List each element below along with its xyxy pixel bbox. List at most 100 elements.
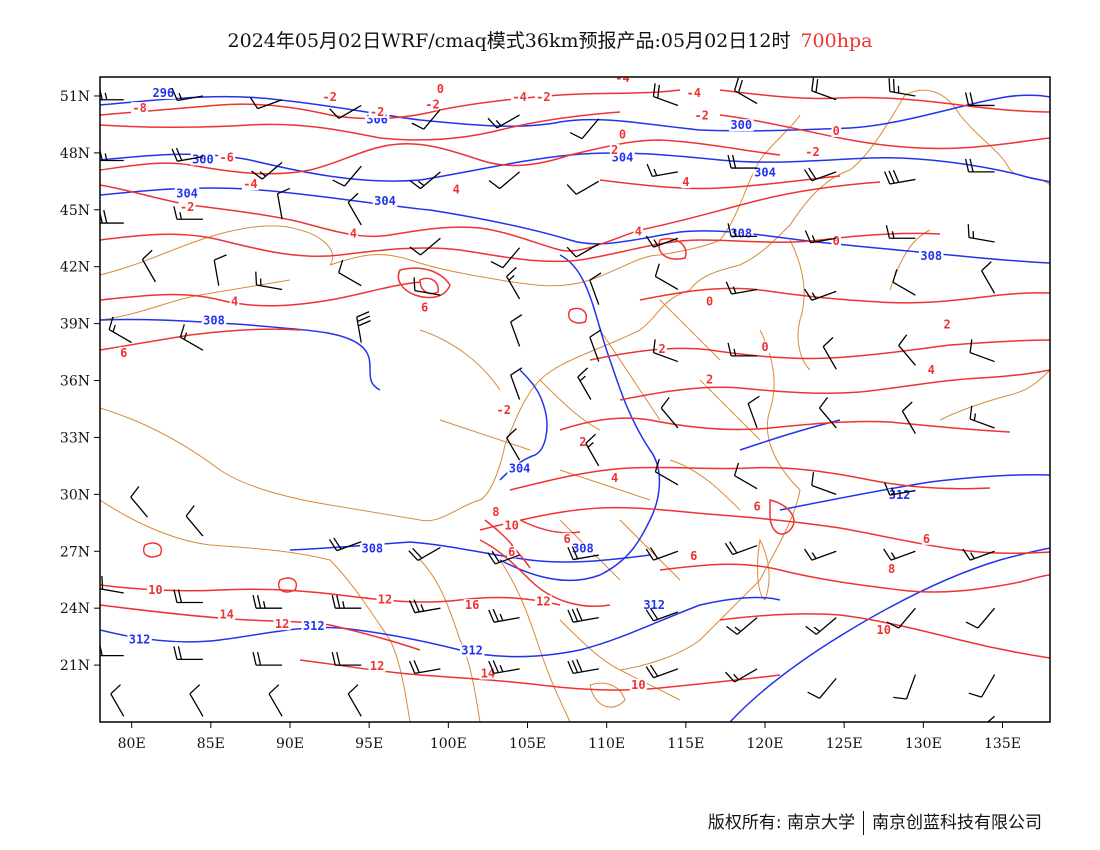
temperature-label-bg	[617, 128, 628, 141]
temperature-label: 2	[943, 317, 950, 331]
wind-barb	[652, 339, 679, 363]
geopotential-label-bg	[641, 599, 667, 612]
taiwan-coast	[757, 538, 770, 601]
wind-barb	[185, 505, 204, 537]
x-tick-label: 90E	[276, 736, 304, 752]
wind-barb	[884, 482, 916, 496]
temperature-label-bg	[321, 90, 339, 103]
wind-barb	[962, 548, 995, 561]
temperature-label-bg	[760, 341, 770, 354]
temperature-label-bg	[146, 584, 164, 596]
wind-barb	[567, 546, 599, 561]
wind-barb	[727, 223, 758, 238]
wind-barb	[510, 367, 523, 400]
temperature-label-bg	[562, 532, 572, 545]
wind-barb	[329, 537, 362, 552]
temperature-label: 10	[504, 519, 518, 533]
japan-coast	[889, 229, 1050, 421]
temperature-label: 0	[437, 82, 444, 96]
wind-barb	[804, 288, 837, 301]
y-tick-label: 45N	[60, 203, 90, 219]
wind-barb	[566, 243, 600, 258]
temperature-label-bg	[685, 86, 703, 99]
temperature-label-bg	[921, 532, 932, 545]
x-tick-label: 125E	[826, 736, 863, 752]
temperature-label: 6	[508, 545, 515, 559]
temperature-label: 0	[619, 128, 626, 142]
geopotential-label-bg	[151, 86, 176, 99]
wind-barb	[276, 187, 291, 220]
wind-barb	[255, 271, 283, 291]
temperature-label-bg	[348, 227, 359, 240]
se-asia-border	[419, 559, 681, 722]
y-tick-label: 48N	[60, 146, 90, 162]
temperature-label: 4	[611, 471, 618, 485]
temperature-label: 8	[492, 505, 499, 519]
geopotential-label: 308	[730, 226, 752, 240]
wind-barb	[747, 395, 760, 429]
temperature-label: -2	[180, 200, 194, 214]
temperature-label: 6	[690, 549, 697, 563]
temperature-label-bg	[804, 145, 821, 158]
temperature-label: -4	[687, 86, 701, 100]
geopotential-label: 304	[176, 187, 198, 201]
geopotential-label: 300	[730, 118, 752, 132]
temperature-label-bg	[875, 623, 893, 636]
geopotential-label: 312	[889, 488, 911, 502]
footer-separator	[863, 811, 864, 835]
wind-barb	[251, 161, 283, 180]
temperature-label: 6	[923, 532, 930, 546]
wind-barb	[964, 92, 995, 107]
temperature-label-bg	[609, 143, 620, 156]
geopotential-label-bg	[507, 462, 532, 475]
y-tick-label: 51N	[60, 89, 90, 105]
temperature-label: -4	[615, 71, 629, 85]
wind-barb	[409, 171, 441, 190]
wind-barb	[804, 548, 837, 561]
x-tick-label: 105E	[509, 736, 546, 752]
wind-barb	[724, 668, 758, 683]
temperature-label-bg	[435, 83, 446, 96]
temperature-label-bg	[503, 519, 521, 532]
company-text: 南京创蓝科技有限公司	[872, 813, 1042, 833]
temperature-label-bg	[704, 373, 715, 386]
temperature-label: -6	[219, 150, 233, 164]
temperature-label-bg	[578, 436, 588, 449]
wind-barb	[901, 401, 916, 434]
wind-barb	[733, 462, 758, 490]
copyright-text: 版权所有: 南京大学	[707, 813, 855, 833]
x-tick-label: 115E	[667, 736, 704, 752]
temperature-label-bg	[241, 178, 259, 191]
temperature-label: -2	[805, 145, 819, 159]
temperature-label: 6	[120, 346, 127, 360]
geopotential-label: 308	[920, 249, 942, 263]
pressure-level: 700hpa	[800, 30, 873, 52]
temperature-label: 12	[536, 594, 550, 608]
temperature-label: 4	[350, 226, 357, 240]
temperature-label-bg	[424, 98, 441, 111]
wind-barb	[569, 118, 600, 140]
wind-barb	[567, 608, 599, 623]
temperature-label: 4	[231, 295, 238, 309]
x-tick-label: 110E	[588, 736, 625, 752]
y-tick-label: 21N	[60, 658, 90, 674]
x-tick-label: 100E	[430, 736, 467, 752]
temperature-label: -2	[497, 403, 511, 417]
wind-barb	[884, 169, 916, 185]
wind-barb	[645, 607, 679, 622]
temperature-label-bg	[451, 183, 461, 196]
temperature-label-bg	[657, 343, 667, 356]
temperature-label-bg	[886, 563, 897, 576]
wind-barb	[804, 230, 837, 244]
wind-barb	[331, 595, 362, 609]
y-tick-label: 24N	[60, 601, 90, 617]
wind-barb	[488, 171, 521, 190]
wind-barb	[409, 599, 441, 614]
footer-credits: 版权所有: 南京大学 南京创蓝科技有限公司	[708, 808, 1042, 835]
geopotential-label: 304	[374, 194, 396, 208]
temperature-label: 2	[611, 143, 618, 157]
wind-barb	[488, 660, 520, 675]
temperature-label-bg	[131, 102, 149, 115]
geopotential-label-bg	[174, 187, 200, 200]
wind-barb	[645, 235, 679, 248]
